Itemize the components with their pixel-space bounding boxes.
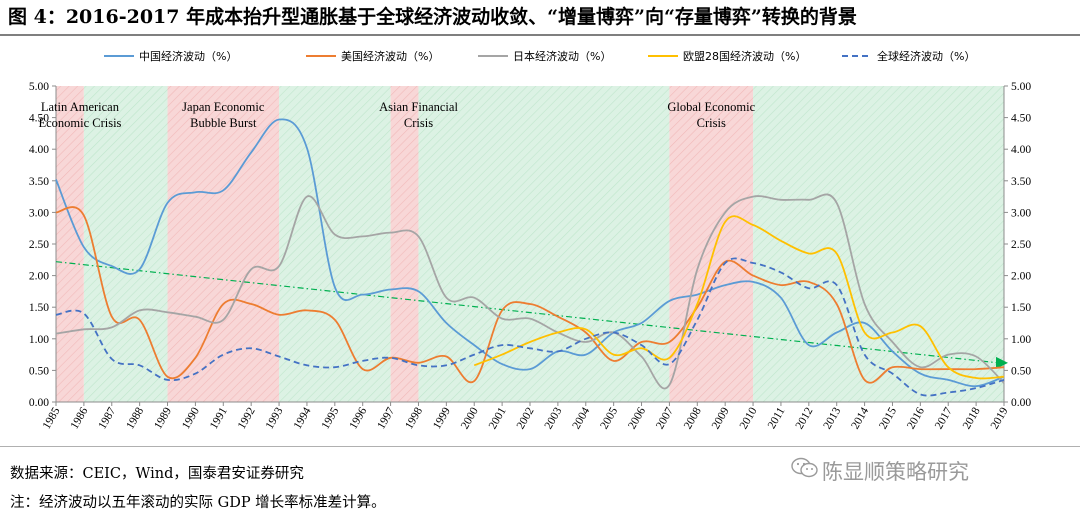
legend: 中国经济波动（%） 美国经济波动（%） 日本经济波动（%） 欧盟28国经济波动（%） 全… — [104, 49, 975, 63]
x-tick-label: 1985 — [41, 405, 63, 431]
legend-label-china: 中国经济波动（%） — [139, 49, 237, 63]
x-tick-label: 2013 — [821, 405, 843, 431]
x-tick-label: 1991 — [208, 405, 230, 431]
y-tick-label-right: 4.50 — [1011, 113, 1031, 125]
x-tick-label: 2010 — [738, 405, 760, 431]
y-tick-label-right: 5.00 — [1011, 81, 1031, 93]
crisis-bands — [56, 86, 1004, 402]
title-divider — [0, 34, 1080, 36]
x-tick-label: 2003 — [543, 405, 565, 431]
x-tick-label: 2017 — [933, 405, 955, 431]
legend-label-global: 全球经济波动（%） — [877, 49, 975, 63]
trendline — [55, 261, 999, 364]
x-tick-label: 2005 — [598, 405, 620, 431]
y-tick-label-right: 1.00 — [1011, 334, 1031, 346]
y-tick-label-right: 2.00 — [1011, 271, 1031, 283]
legend-label-japan: 日本经济波动（%） — [513, 49, 611, 63]
band-calm-7 — [753, 86, 1004, 402]
x-tick-label: 1992 — [236, 405, 258, 431]
x-tick-label: 2018 — [961, 405, 983, 431]
x-tick-label: 2014 — [849, 405, 871, 431]
crisis-label: Latin American — [41, 100, 120, 114]
y-tick-label: 5.00 — [29, 81, 49, 93]
crisis-label: Crisis — [697, 116, 726, 130]
x-tick-label: 1993 — [264, 405, 286, 431]
series-line-japan — [55, 193, 1005, 390]
x-tick-label: 2011 — [766, 405, 788, 431]
y-tick-label-right: 3.00 — [1011, 207, 1031, 219]
legend-label-europe: 欧盟28国经济波动（%） — [683, 49, 806, 63]
chart-title: 图 4：2016-2017 年成本抬升型通胀基于全球经济波动收敛、“增量博弈”向… — [8, 6, 857, 28]
crisis-label: Asian Financial — [379, 100, 458, 114]
y-tick-label-right: 0.00 — [1011, 397, 1031, 409]
x-tick-label: 1998 — [403, 405, 425, 431]
y-tick-label: 2.50 — [29, 239, 49, 251]
x-tick-label: 1996 — [347, 405, 369, 431]
series-line-china — [55, 118, 1005, 388]
x-tick-label: 2002 — [515, 405, 537, 431]
y-tick-label-right: 4.00 — [1011, 144, 1031, 156]
y-tick-label-right: 3.50 — [1011, 176, 1031, 188]
x-tick-label: 1989 — [152, 405, 174, 431]
band-crisis-0 — [56, 86, 84, 402]
wechat-icon — [791, 457, 818, 478]
x-tick-label: 1995 — [320, 405, 342, 431]
y-tick-label-right: 2.50 — [1011, 239, 1031, 251]
x-tick-label: 2019 — [989, 405, 1011, 431]
x-tick-label: 2009 — [710, 405, 732, 431]
crisis-label: Economic Crisis — [38, 116, 121, 130]
crisis-label: Crisis — [404, 116, 433, 130]
y-tick-label: 3.50 — [29, 176, 49, 188]
x-tick-label: 2008 — [682, 405, 704, 431]
legend-label-us: 美国经济波动（%） — [341, 49, 439, 63]
x-tick-label: 2016 — [905, 405, 927, 431]
crisis-annotations: Latin American Economic Crisis Japan Econo… — [38, 100, 755, 130]
x-tick-label: 1988 — [124, 405, 146, 431]
band-calm-5 — [418, 86, 670, 402]
series-line-global — [55, 257, 1005, 397]
x-tick-label: 1990 — [180, 405, 202, 431]
series-line-us — [55, 206, 1005, 384]
method-note: 注：经济波动以五年滚动的实际 GDP 增长率标准差计算。 — [10, 495, 386, 511]
band-crisis-4 — [390, 86, 419, 402]
crisis-label: Global Economic — [667, 100, 755, 114]
x-tick-label: 2000 — [459, 405, 481, 431]
footer-divider — [0, 446, 1080, 447]
band-crisis-2 — [167, 86, 280, 402]
crisis-label: Bubble Burst — [190, 116, 257, 130]
y-tick-label: 0.50 — [29, 365, 49, 377]
x-tick-label: 1999 — [431, 405, 453, 431]
line-chart: 0.00 0.00 0.50 0.50 1.00 1.00 1.50 1.50 2.00 2.00… — [29, 49, 1032, 431]
series-lines — [55, 118, 1008, 397]
y-tick-label-right: 0.50 — [1011, 365, 1031, 377]
x-tick-label: 1994 — [292, 405, 314, 431]
series-line-europe — [473, 215, 1005, 380]
band-crisis-6 — [669, 86, 754, 402]
y-tick-label: 0.00 — [29, 397, 49, 409]
x-tick-label: 2015 — [877, 405, 899, 431]
x-tick-label: 2012 — [794, 405, 816, 431]
x-tick-label: 2001 — [487, 405, 509, 431]
y-tick-label: 4.50 — [29, 113, 49, 125]
y-tick-label: 1.00 — [29, 334, 49, 346]
band-calm-3 — [279, 86, 391, 402]
x-tick-label: 1997 — [375, 405, 397, 431]
y-tick-label: 1.50 — [29, 302, 49, 314]
trendline-arrow — [996, 356, 1008, 369]
y-tick-label: 4.00 — [29, 144, 49, 156]
y-tick-label: 3.00 — [29, 207, 49, 219]
y-tick-label-right: 1.50 — [1011, 302, 1031, 314]
x-tick-label: 2006 — [626, 405, 648, 431]
source-note: 数据来源：CEIC，Wind，国泰君安证券研究 — [10, 466, 304, 482]
watermark: 陈显顺策略研究 — [822, 460, 969, 484]
crisis-label: Japan Economic — [182, 100, 265, 114]
x-tick-label: 2007 — [654, 405, 676, 431]
x-tick-label: 1986 — [69, 405, 91, 431]
x-tick-label: 1987 — [96, 405, 118, 431]
x-tick-label: 2004 — [570, 405, 592, 431]
y-tick-label: 2.00 — [29, 271, 49, 283]
